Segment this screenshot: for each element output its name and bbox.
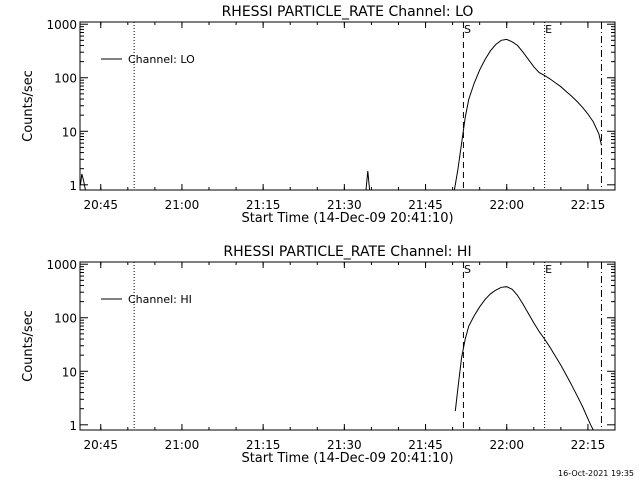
y-tick-label: 1000 (46, 258, 77, 272)
y-tick-label: 1 (69, 419, 77, 433)
series-line (454, 286, 594, 431)
plot-frame (79, 261, 616, 431)
x-tick-label: 22:00 (489, 438, 524, 452)
chart-title: RHESSI PARTICLE_RATE Channel: HI (223, 244, 471, 260)
x-tick-label: 21:15 (246, 438, 281, 452)
x-tick-label: 20:45 (83, 198, 118, 212)
footer-timestamp: 16-Oct-2021 19:35 (558, 469, 634, 478)
y-tick-label: 1 (69, 179, 77, 193)
y-axis-label: Counts/sec (21, 310, 36, 382)
x-tick-label: 21:00 (165, 198, 200, 212)
legend-label: Channel: LO (128, 53, 195, 66)
x-tick-label: 21:45 (408, 438, 443, 452)
plot-frame (79, 21, 616, 191)
x-tick-label: 21:45 (408, 198, 443, 212)
chart-panel-lo: RHESSI PARTICLE_RATE Channel: LO 20:45 21:… (21, 4, 616, 226)
series-line (80, 173, 86, 191)
marker-label: S (464, 263, 471, 276)
series-line (365, 171, 371, 191)
marker-label: E (545, 23, 552, 36)
y-tick-label: 10 (62, 125, 77, 139)
x-tick-label: 20:45 (83, 438, 118, 452)
y-tick-label: 100 (54, 312, 77, 326)
marker-label: E (545, 263, 552, 276)
chart-title: RHESSI PARTICLE_RATE Channel: LO (222, 4, 474, 20)
chart-panel-hi: RHESSI PARTICLE_RATE Channel: HI 20:45 21:… (21, 244, 616, 466)
x-tick-label: 21:30 (327, 198, 362, 212)
y-tick-label: 100 (54, 72, 77, 86)
legend-label: Channel: HI (128, 293, 192, 306)
x-tick-label: 22:00 (489, 198, 524, 212)
x-tick-label: 22:15 (571, 438, 606, 452)
y-axis-label: Counts/sec (21, 70, 36, 142)
x-axis-label: Start Time (14-Dec-09 20:41:10) (241, 451, 453, 466)
x-tick-label: 21:15 (246, 198, 281, 212)
x-tick-label: 21:30 (327, 438, 362, 452)
marker-label: S (464, 23, 471, 36)
x-tick-label: 21:00 (165, 438, 200, 452)
x-tick-label: 22:15 (571, 198, 606, 212)
series-line (453, 38, 602, 191)
x-axis-label: Start Time (14-Dec-09 20:41:10) (241, 211, 453, 226)
y-tick-label: 1000 (46, 18, 77, 32)
y-tick-label: 10 (62, 365, 77, 379)
